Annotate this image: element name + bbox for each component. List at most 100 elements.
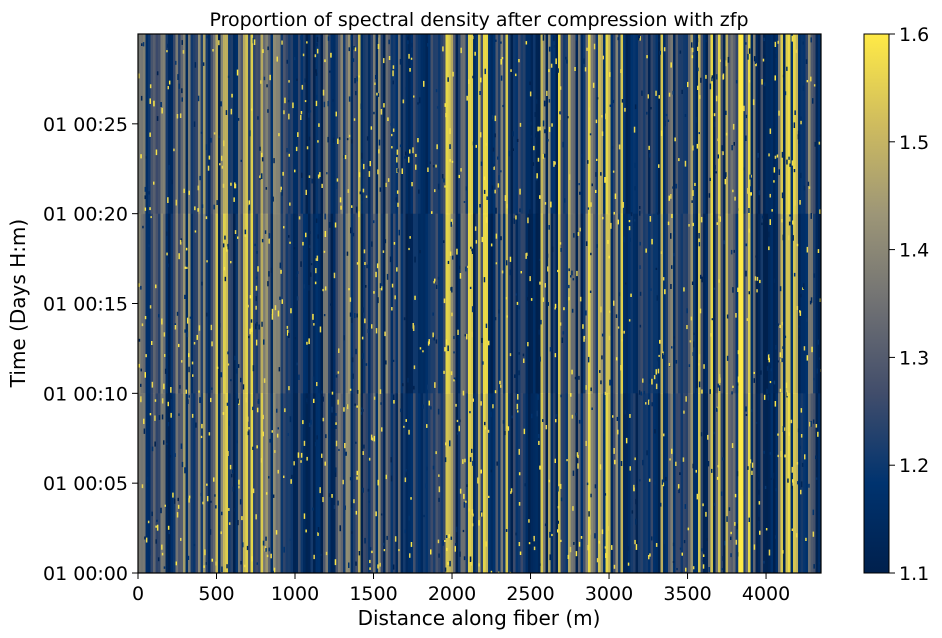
heatmap-speckle (234, 508, 236, 512)
heatmap-speckle (674, 137, 676, 142)
heatmap-cell (325, 213, 329, 394)
heatmap-cell (498, 213, 501, 394)
heatmap-speckle (171, 179, 173, 185)
heatmap-speckle (780, 451, 782, 457)
heatmap-speckle (505, 529, 508, 532)
heatmap-speckle (623, 330, 625, 334)
heatmap-cell (303, 393, 306, 573)
heatmap-speckle (812, 531, 815, 537)
heatmap-speckle (735, 539, 738, 545)
heatmap-speckle (384, 239, 387, 244)
heatmap-speckle (603, 59, 606, 64)
heatmap-speckle (300, 111, 303, 115)
heatmap-speckle (167, 401, 169, 407)
heatmap-speckle (585, 310, 587, 316)
heatmap-cell (178, 393, 181, 573)
heatmap-speckle (365, 285, 367, 288)
heatmap-speckle (383, 103, 385, 108)
heatmap-speckle (396, 190, 399, 194)
heatmap-speckle (268, 476, 270, 479)
heatmap-speckle (528, 542, 531, 545)
heatmap-cell (393, 34, 396, 215)
heatmap-cell (500, 213, 504, 394)
heatmap-speckle (335, 413, 337, 416)
heatmap-speckle (484, 421, 486, 426)
heatmap-cell (418, 34, 421, 215)
heatmap-speckle (608, 335, 611, 341)
heatmap-speckle (518, 352, 520, 355)
heatmap-cell (340, 393, 344, 573)
heatmap-speckle (672, 90, 674, 95)
heatmap-speckle (536, 173, 538, 179)
heatmap-speckle (453, 377, 456, 381)
heatmap-speckle (618, 292, 621, 297)
heatmap-cell (398, 213, 401, 394)
heatmap-speckle (279, 296, 281, 300)
heatmap-speckle (754, 276, 757, 281)
heatmap-cell (560, 213, 564, 394)
heatmap-speckle (399, 59, 402, 65)
heatmap-speckle (398, 229, 400, 236)
heatmap-cell (190, 34, 194, 215)
heatmap-cell (285, 34, 289, 215)
heatmap-cell (410, 213, 414, 394)
heatmap-cell (368, 393, 371, 573)
heatmap-cell (600, 34, 604, 215)
heatmap-speckle (747, 466, 749, 470)
heatmap-cell (345, 213, 349, 394)
heatmap-cell (353, 393, 356, 573)
heatmap-speckle (791, 528, 794, 531)
heatmap-speckle (519, 188, 521, 195)
heatmap-cell (670, 213, 674, 394)
heatmap-speckle (536, 410, 538, 417)
heatmap-speckle (170, 387, 172, 393)
heatmap-speckle (559, 111, 561, 115)
heatmap-speckle (587, 207, 590, 210)
heatmap-speckle (289, 416, 292, 423)
heatmap-speckle (280, 186, 282, 193)
heatmap-speckle (337, 371, 340, 374)
heatmap-cell (305, 213, 309, 394)
heatmap-speckle (160, 507, 162, 514)
heatmap-speckle (453, 379, 455, 382)
heatmap-speckle (427, 384, 429, 390)
heatmap-speckle (749, 174, 751, 180)
heatmap-speckle (169, 455, 172, 458)
heatmap-speckle (259, 175, 261, 179)
heatmap-speckle (808, 186, 811, 189)
heatmap-speckle (259, 146, 261, 151)
heatmap-speckle (161, 552, 164, 556)
heatmap-speckle (178, 253, 180, 260)
heatmap-speckle (153, 100, 155, 107)
heatmap-cell (168, 393, 171, 573)
heatmap-speckle (815, 477, 818, 480)
heatmap-speckle (407, 377, 409, 383)
heatmap-cell (545, 213, 549, 394)
heatmap-speckle (596, 158, 598, 161)
heatmap-speckle (800, 481, 803, 488)
heatmap-speckle (456, 432, 459, 435)
heatmap-speckle (226, 402, 229, 406)
heatmap-speckle (659, 339, 661, 344)
heatmap-cell (380, 393, 384, 573)
heatmap-speckle (586, 47, 588, 51)
heatmap-speckle (602, 55, 604, 60)
heatmap-speckle (271, 430, 273, 433)
heatmap-cell (450, 34, 454, 215)
heatmap-speckle (363, 444, 365, 449)
heatmap-speckle (400, 408, 402, 413)
heatmap-cell (233, 34, 236, 215)
heatmap-speckle (761, 222, 763, 226)
heatmap-speckle (758, 489, 760, 495)
heatmap-cell (343, 393, 346, 573)
heatmap-cell (558, 213, 561, 394)
heatmap-speckle (173, 148, 175, 152)
heatmap-cell (480, 393, 484, 573)
heatmap-cell (338, 213, 341, 394)
heatmap-speckle (174, 498, 176, 504)
heatmap-speckle (144, 536, 146, 540)
heatmap-speckle (564, 198, 566, 203)
heatmap-cell (735, 34, 739, 215)
heatmap-cell (808, 34, 811, 215)
heatmap-speckle (466, 95, 468, 101)
